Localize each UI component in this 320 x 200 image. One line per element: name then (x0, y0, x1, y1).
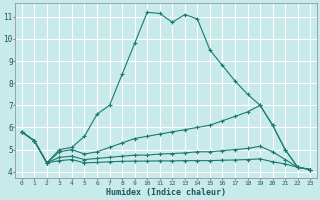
X-axis label: Humidex (Indice chaleur): Humidex (Indice chaleur) (106, 188, 226, 197)
